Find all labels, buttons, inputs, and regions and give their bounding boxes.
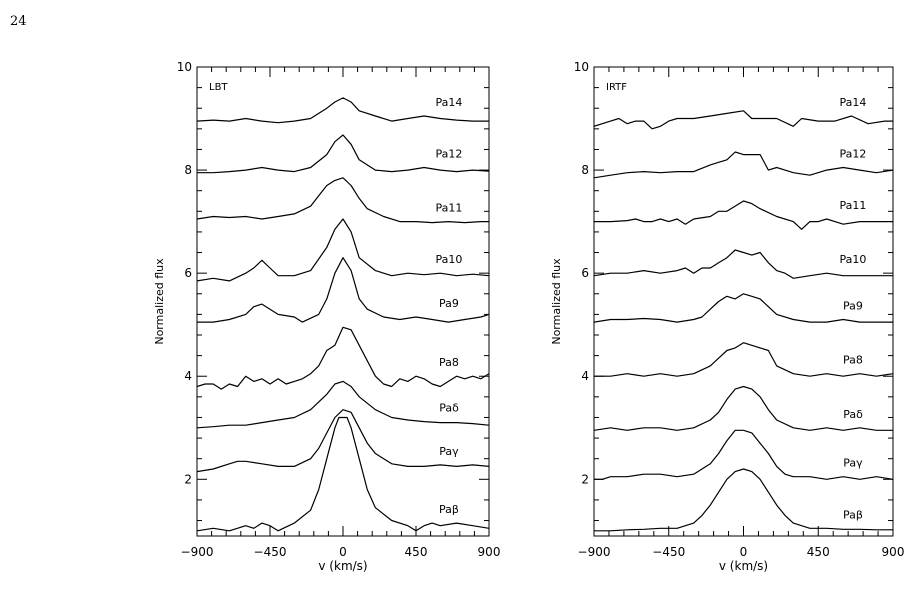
x-tick-label: −450: [254, 545, 287, 559]
series-label-padelta: Paδ: [843, 408, 863, 421]
series-line-padelta: [594, 385, 893, 431]
page-number: 24: [10, 14, 27, 29]
x-tick-label: 900: [882, 545, 905, 559]
x-tick-label: 0: [339, 545, 347, 559]
series-line-pa9: [594, 293, 893, 323]
y-axis-label: Normalized flux: [153, 258, 166, 345]
x-axis-label: v (km/s): [318, 559, 367, 573]
y-axis-label: Normalized flux: [550, 258, 563, 345]
x-tick-label: −450: [652, 545, 685, 559]
series-label-pagamma: Paγ: [439, 445, 459, 458]
series-line-pa11: [594, 200, 893, 230]
series-label-padelta: Paδ: [439, 402, 459, 415]
series-line-pa10: [197, 218, 489, 282]
x-axis-label: v (km/s): [719, 559, 768, 573]
panel-label: LBT: [209, 82, 228, 93]
series-label-pa8: Pa8: [843, 354, 863, 367]
series-label-pabeta: Paβ: [439, 503, 459, 516]
y-tick-label: 4: [184, 369, 192, 383]
y-tick-label: 6: [184, 266, 192, 280]
panel-label: IRTF: [606, 82, 627, 93]
series-label-pa10: Pa10: [840, 253, 867, 266]
y-tick-label: 2: [184, 472, 192, 486]
y-tick-label: 10: [177, 60, 192, 74]
y-tick-label: 2: [581, 472, 589, 486]
y-tick-label: 8: [581, 163, 589, 177]
series-label-pa10: Pa10: [436, 253, 463, 266]
x-tick-label: 900: [478, 545, 501, 559]
series-line-pa8: [594, 342, 893, 377]
series-label-pa14: Pa14: [436, 96, 463, 109]
series-label-pa9: Pa9: [439, 297, 459, 310]
y-tick-label: 10: [574, 60, 589, 74]
series-label-pagamma: Paγ: [843, 457, 863, 470]
x-tick-label: 450: [405, 545, 428, 559]
series-line-pa11: [197, 177, 489, 224]
series-line-pa12: [197, 134, 489, 174]
x-tick-label: −900: [578, 545, 611, 559]
lbt-panel: −900 −450 0 450 900 2 4 6 8 10 v (km/s) Normalized …: [153, 60, 500, 573]
series-line-pa12: [594, 151, 893, 179]
series-line-pa14: [197, 97, 489, 124]
irtf-panel: −900 −450 0 450 900 2 4 6 8 10 v (km/s) Normalized …: [550, 60, 904, 573]
series-label-pa8: Pa8: [439, 356, 459, 369]
x-tick-label: −900: [181, 545, 214, 559]
y-tick-label: 6: [581, 266, 589, 280]
series-line-pabeta: [594, 468, 893, 532]
y-tick-label: 4: [581, 369, 589, 383]
series-label-pa12: Pa12: [840, 148, 867, 161]
series-line-pa9: [197, 257, 489, 323]
series-line-pa8: [197, 326, 489, 390]
series-label-pa14: Pa14: [840, 96, 867, 109]
series-line-padelta: [197, 380, 489, 429]
series-line-pagamma: [197, 409, 489, 473]
series-label-pa11: Pa11: [436, 202, 463, 215]
series-line-pa14: [594, 110, 893, 130]
series-line-pabeta: [197, 416, 489, 532]
x-tick-label: 0: [740, 545, 748, 559]
x-tick-label: 450: [807, 545, 830, 559]
series-line-pagamma: [594, 429, 893, 480]
series-label-pabeta: Paβ: [843, 508, 863, 521]
series-line-pa10: [594, 249, 893, 279]
series-label-pa12: Pa12: [436, 148, 463, 161]
series-label-pa9: Pa9: [843, 300, 863, 313]
series-label-pa11: Pa11: [840, 199, 867, 212]
y-tick-label: 8: [184, 163, 192, 177]
